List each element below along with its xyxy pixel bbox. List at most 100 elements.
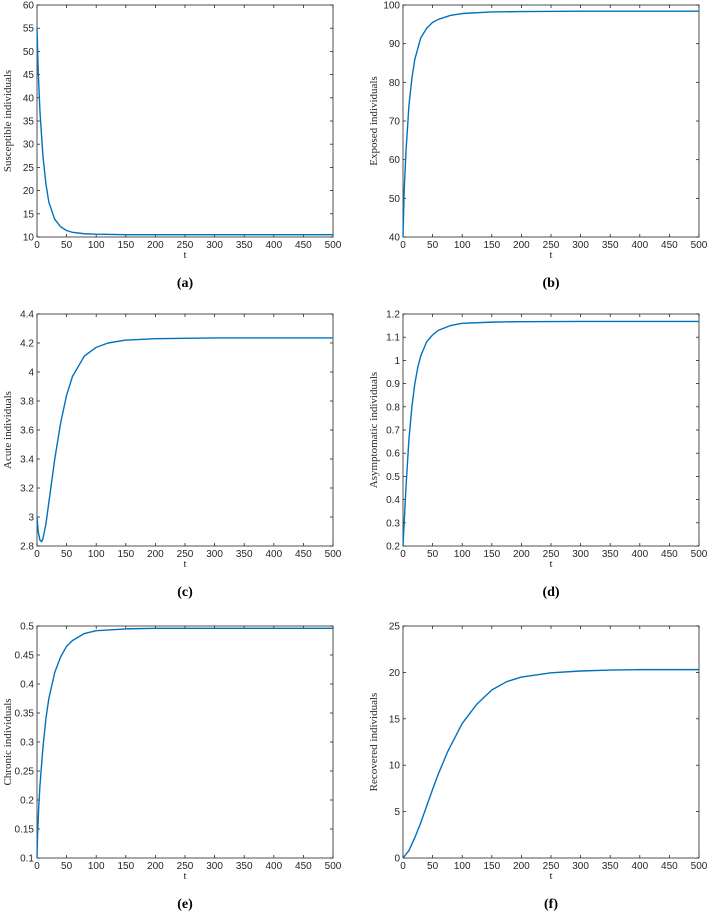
- x-tick-label: 350: [236, 240, 253, 251]
- series-line: [402, 320, 699, 547]
- x-tick-label: 250: [177, 549, 194, 560]
- x-tick-label: 300: [572, 861, 589, 872]
- y-tick-label: 10: [389, 761, 401, 772]
- series-line: [402, 10, 699, 238]
- y-tick-label: 4.2: [20, 339, 34, 350]
- x-tick-label: 350: [602, 861, 619, 872]
- panel-label: (c): [177, 585, 193, 600]
- panel-label: (a): [177, 276, 194, 291]
- x-tick-label: 500: [691, 549, 707, 560]
- y-tick-label: 50: [389, 194, 401, 205]
- panel-label: (f): [544, 897, 558, 912]
- x-tick-label: 150: [117, 240, 134, 251]
- chart-panel: 0 50 100 150 200 250 300 350 400 450 500 0.1 0.15 0.2…: [2, 622, 342, 913]
- x-tick-label: 400: [265, 549, 282, 560]
- x-tick-label: 400: [631, 861, 648, 872]
- panel-label: (e): [177, 897, 193, 912]
- x-tick-label: 150: [483, 861, 500, 872]
- x-tick-label: 500: [691, 861, 707, 872]
- y-tick-label: 15: [23, 209, 35, 220]
- y-tick-label: 3.6: [20, 426, 34, 437]
- y-tick-label: 0: [394, 854, 400, 865]
- x-tick-label: 250: [177, 240, 194, 251]
- y-tick-label: 0.3: [20, 738, 34, 749]
- y-tick-label: 0.9: [386, 379, 400, 390]
- x-tick-label: 450: [661, 549, 678, 560]
- x-tick-label: 100: [88, 240, 105, 251]
- x-tick-label: 200: [513, 240, 530, 251]
- y-tick-label: 1.1: [386, 333, 400, 344]
- plot-frame: [36, 313, 334, 547]
- x-tick-label: 0: [400, 549, 406, 560]
- x-tick-label: 50: [61, 861, 73, 872]
- x-tick-label: 50: [427, 861, 439, 872]
- x-tick-label: 100: [454, 240, 471, 251]
- y-tick-label: 55: [23, 24, 35, 35]
- x-tick-label: 200: [513, 549, 530, 560]
- y-tick-label: 0.3: [386, 518, 400, 529]
- y-tick-label: 0.6: [386, 449, 400, 460]
- x-tick-label: 300: [206, 549, 223, 560]
- chart-panel: 0 50 100 150 200 250 300 350 400 450 500 40 50 60 70 80…: [368, 1, 707, 292]
- y-axis-label: Susceptible individuals: [2, 70, 14, 172]
- chart-panel: 0 50 100 150 200 250 300 350 400 450 500 0.2 0.3 0.4 0…: [368, 310, 707, 601]
- y-tick-label: 0.7: [386, 426, 400, 437]
- y-tick-label: 3.8: [20, 397, 34, 408]
- x-tick-label: 350: [602, 240, 619, 251]
- x-tick-label: 250: [543, 861, 560, 872]
- y-tick-label: 60: [389, 155, 401, 166]
- y-axis-label: Asymptomatic individuals: [368, 372, 380, 488]
- x-tick-label: 0: [34, 549, 40, 560]
- y-tick-label: 90: [389, 39, 401, 50]
- panel-label: (d): [542, 585, 559, 600]
- series-line: [36, 627, 333, 859]
- y-tick-label: 60: [23, 1, 35, 12]
- chart-panel: 0 50 100 150 200 250 300 350 400 450 500 0 5 10 15 20 25…: [368, 622, 707, 913]
- y-tick-label: 80: [389, 78, 401, 89]
- y-tick-label: 1.2: [386, 310, 400, 321]
- x-tick-label: 300: [206, 861, 223, 872]
- panel-label: (b): [542, 276, 559, 291]
- series-line: [36, 337, 333, 543]
- x-tick-label: 0: [400, 861, 406, 872]
- y-tick-label: 0.1: [20, 854, 34, 865]
- y-tick-label: 1: [394, 356, 400, 367]
- y-tick-label: 40: [389, 233, 401, 244]
- x-tick-label: 50: [427, 240, 439, 251]
- y-tick-label: 40: [23, 93, 35, 104]
- plot-frame: [402, 4, 700, 238]
- x-tick-label: 450: [661, 861, 678, 872]
- y-tick-label: 30: [23, 140, 35, 151]
- y-tick-label: 20: [389, 668, 401, 679]
- x-tick-label: 100: [88, 861, 105, 872]
- x-tick-label: 500: [691, 240, 707, 251]
- y-tick-label: 0.2: [386, 542, 400, 553]
- x-tick-label: 0: [34, 240, 40, 251]
- x-tick-label: 200: [513, 861, 530, 872]
- y-tick-label: 4.4: [20, 310, 34, 321]
- y-tick-label: 10: [23, 233, 35, 244]
- x-axis-label: t: [183, 249, 186, 261]
- chart-panel: 0 50 100 150 200 250 300 350 400 450 500 10 15 20 25 30…: [2, 1, 342, 292]
- plot-frame: [402, 625, 700, 859]
- x-tick-label: 50: [61, 549, 73, 560]
- x-tick-label: 450: [295, 240, 312, 251]
- x-tick-label: 100: [88, 549, 105, 560]
- x-tick-label: 150: [483, 240, 500, 251]
- x-tick-label: 350: [602, 549, 619, 560]
- y-tick-label: 5: [394, 807, 400, 818]
- x-tick-label: 350: [236, 549, 253, 560]
- y-tick-label: 0.5: [20, 622, 34, 633]
- y-axis-label: Acute individuals: [2, 391, 14, 469]
- series-line: [36, 28, 333, 236]
- x-tick-label: 150: [117, 549, 134, 560]
- y-tick-label: 3.2: [20, 484, 34, 495]
- y-tick-label: 2.8: [20, 542, 34, 553]
- x-axis-label: t: [549, 558, 552, 570]
- y-tick-label: 0.4: [20, 680, 34, 691]
- x-tick-label: 150: [117, 861, 134, 872]
- x-tick-label: 150: [483, 549, 500, 560]
- series-line: [402, 668, 699, 859]
- x-tick-label: 0: [34, 861, 40, 872]
- y-axis-label: Recovered individuals: [368, 693, 380, 792]
